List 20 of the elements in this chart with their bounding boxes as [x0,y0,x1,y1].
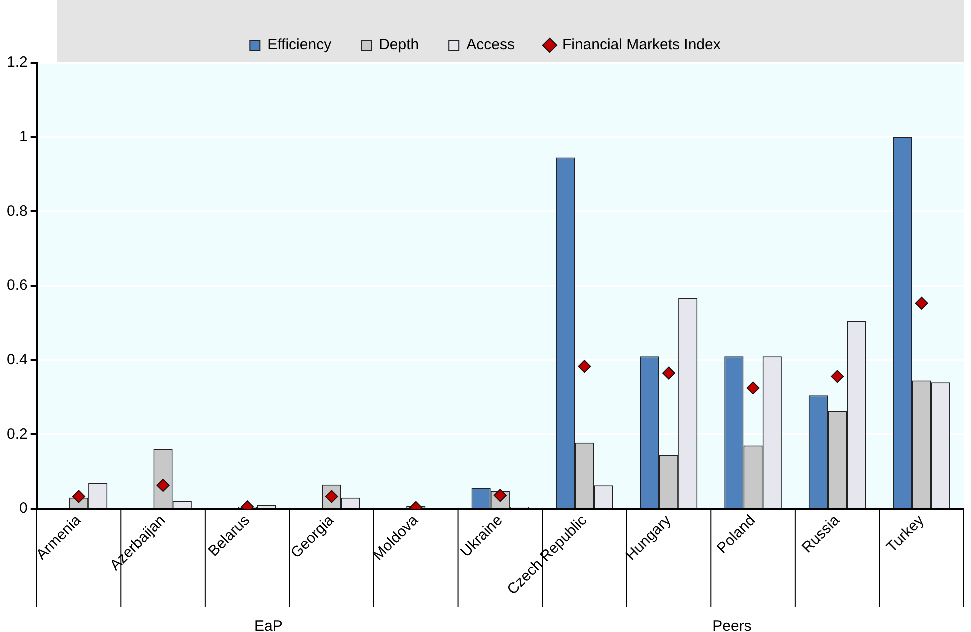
point [578,360,592,374]
point [831,370,844,384]
legend-label: Financial Markets Index [562,36,722,54]
y-tick-label: 0 [20,500,28,518]
text: EaP [254,618,283,632]
point [72,490,86,504]
legend-label: Depth [379,36,420,54]
y-tick-label: 0.4 [6,351,28,368]
y-tick-label: 0.8 [6,202,28,220]
point [915,296,928,310]
point [156,479,170,492]
point [662,366,676,380]
y-tick-label: 0.6 [6,277,28,294]
y-tick-label: 1 [20,128,28,146]
point [746,382,760,395]
text: Peers [712,618,752,632]
legend-label: Access [466,36,515,54]
y-tick-label: 0.2 [6,426,28,443]
legend-label: Efficiency [268,36,332,54]
y-tick-label: 1.2 [6,54,28,72]
